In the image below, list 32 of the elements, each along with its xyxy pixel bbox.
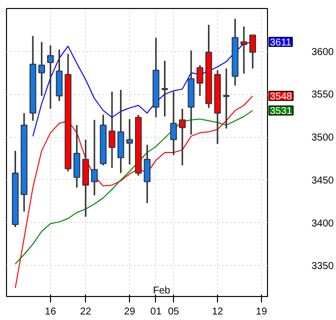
candlestick bbox=[222, 68, 230, 130]
y-tick-label: 3550 bbox=[312, 90, 334, 101]
y-tick-label: 3500 bbox=[312, 132, 334, 144]
y-tick-label: 3350 bbox=[312, 261, 334, 272]
x-tick-label: 19 bbox=[256, 306, 268, 318]
x-tick-label: 16 bbox=[44, 306, 56, 318]
candlestick bbox=[47, 44, 54, 110]
candlestick bbox=[170, 90, 177, 156]
candlestick bbox=[38, 41, 46, 97]
x-tick-label: 12 bbox=[212, 306, 224, 318]
candlestick bbox=[160, 60, 169, 118]
candlestick bbox=[196, 64, 204, 97]
x-tick-label: 29 bbox=[124, 306, 136, 318]
candlestick bbox=[126, 118, 133, 166]
candlestick bbox=[73, 124, 80, 188]
line-series bbox=[14, 110, 254, 264]
candlestick bbox=[240, 26, 248, 74]
candlestick bbox=[249, 34, 256, 70]
data-label: 3548 bbox=[270, 91, 293, 102]
candlestick bbox=[108, 90, 116, 169]
candlestick bbox=[178, 108, 186, 166]
candlestick bbox=[91, 119, 98, 196]
y-tick-label: 3600 bbox=[312, 46, 334, 58]
annotation: Feb bbox=[152, 286, 171, 296]
x-tick-label: 22 bbox=[80, 306, 92, 318]
x-tick-label: 05 bbox=[168, 306, 180, 318]
data-label: 3531 bbox=[270, 106, 293, 117]
x-tick-label: 01 bbox=[150, 306, 162, 318]
y-tick-label: 3400 bbox=[312, 218, 334, 230]
candlestick bbox=[144, 144, 151, 204]
y-tick-label: 3450 bbox=[312, 175, 334, 186]
data-label: 3611 bbox=[270, 37, 292, 48]
